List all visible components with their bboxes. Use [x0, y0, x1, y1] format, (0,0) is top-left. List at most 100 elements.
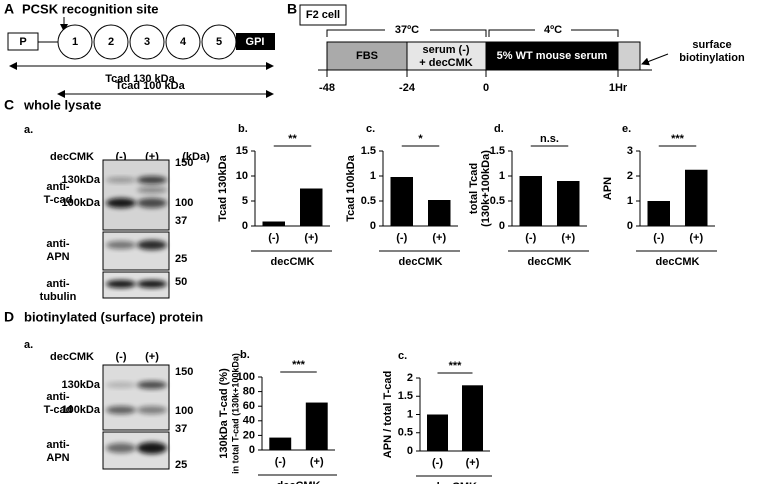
- blot: [102, 231, 170, 271]
- segment-label: + decCMK: [419, 57, 473, 69]
- chart-label: d.: [494, 123, 504, 135]
- x-axis-label: decCMK: [398, 256, 442, 268]
- band: [137, 442, 167, 454]
- sub-label: a.: [24, 124, 33, 136]
- marker: 50: [175, 276, 187, 288]
- band: [106, 241, 136, 249]
- label-bg: [535, 23, 571, 35]
- band: [137, 198, 167, 208]
- temp-label: 37ºC: [395, 24, 419, 36]
- domain-circle: [93, 24, 129, 60]
- x-axis-label: decCMK: [276, 480, 320, 484]
- y-tick-label: 0: [242, 220, 248, 232]
- bar: [428, 200, 451, 226]
- domain-label: 4: [180, 36, 187, 48]
- chart-label: c.: [398, 350, 407, 362]
- y-tick-label: 1: [407, 408, 413, 420]
- segment-label: serum (-): [422, 44, 469, 56]
- y-tick-label: 15: [236, 145, 248, 157]
- significance: *: [418, 133, 423, 145]
- x-tick-label: (+): [561, 232, 575, 244]
- antibody: anti-: [46, 439, 70, 451]
- x-axis-label: decCMK: [433, 481, 477, 484]
- y-tick-label: 1: [370, 170, 376, 182]
- y-axis-label: Tcad 100kDa: [345, 154, 357, 221]
- band: [106, 280, 136, 288]
- sub-label: a.: [24, 339, 33, 351]
- x-tick-label: (+): [432, 232, 446, 244]
- band-label: 100kDa: [61, 197, 100, 209]
- bar: [262, 221, 285, 226]
- y-axis-label: (130k+100kDa): [480, 150, 492, 227]
- x-tick-label: (-): [396, 232, 407, 244]
- panel-title: whole lysate: [23, 97, 101, 112]
- label-bg: [385, 23, 430, 35]
- y-tick-label: 0: [627, 220, 633, 232]
- y-tick-label: 0.5: [361, 195, 376, 207]
- domain-circle: [129, 24, 165, 60]
- panel-label: A: [4, 1, 14, 17]
- y-tick-label: 2: [407, 372, 413, 384]
- gpi-box: [236, 33, 275, 50]
- domain-label: GPI: [246, 36, 265, 48]
- band: [137, 240, 167, 250]
- band: [106, 382, 136, 388]
- x-tick-label: (-): [525, 232, 536, 244]
- arrow-label: Tcad 100 kDa: [115, 80, 185, 92]
- y-tick-label: 10: [236, 170, 248, 182]
- significance: ***: [449, 360, 463, 372]
- treatment: decCMK: [50, 151, 94, 163]
- bar: [390, 177, 413, 226]
- marker: 25: [175, 253, 187, 265]
- domain-label: P: [19, 36, 26, 48]
- treatment: decCMK: [50, 351, 94, 363]
- antibody: tubulin: [40, 291, 77, 303]
- unit: (kDa): [182, 151, 210, 163]
- time-label: 0: [483, 82, 489, 94]
- y-tick-label: 100: [237, 371, 255, 383]
- chart-label: e.: [622, 123, 631, 135]
- bar: [557, 181, 580, 226]
- bar: [305, 402, 328, 450]
- band: [137, 280, 167, 288]
- domain-label: 5: [216, 36, 222, 48]
- y-axis-label: total Tcad: [468, 163, 480, 214]
- band: [137, 187, 167, 193]
- band: [106, 443, 136, 453]
- x-tick-label: (-): [432, 457, 443, 469]
- y-tick-label: 1.5: [490, 145, 505, 157]
- y-tick-label: 2: [627, 170, 633, 182]
- domain-circle: [57, 24, 93, 60]
- y-tick-label: 3: [627, 145, 633, 157]
- chart-label: b.: [238, 123, 248, 135]
- y-tick-label: 5: [242, 195, 248, 207]
- time-label: 1Hr: [609, 82, 628, 94]
- chart-label: b.: [240, 349, 250, 361]
- marker: 25: [175, 459, 187, 471]
- domain-label: 2: [108, 36, 114, 48]
- bar: [300, 188, 323, 226]
- x-tick-label: (+): [466, 457, 480, 469]
- y-tick-label: 1.5: [361, 145, 376, 157]
- panel-label: D: [4, 309, 14, 325]
- antibody: anti-: [46, 238, 70, 250]
- band: [106, 177, 136, 183]
- bar: [427, 414, 448, 451]
- marker: 100: [175, 405, 193, 417]
- bar: [519, 176, 542, 226]
- significance: **: [288, 133, 297, 145]
- x-tick-label: (-): [653, 232, 664, 244]
- y-tick-label: 20: [243, 429, 255, 441]
- band: [106, 406, 136, 414]
- y-tick-label: 0.5: [398, 427, 413, 439]
- lane-label: (-): [116, 151, 127, 163]
- band-label: 130kDa: [61, 379, 100, 391]
- x-tick-label: (-): [275, 456, 286, 468]
- y-axis-label: 130kDa T-cad (%): [218, 368, 230, 459]
- y-tick-label: 40: [243, 415, 255, 427]
- y-tick-label: 1: [627, 195, 633, 207]
- significance: n.s.: [540, 133, 559, 145]
- lane-label: (+): [145, 351, 159, 363]
- y-tick-label: 0: [249, 444, 255, 456]
